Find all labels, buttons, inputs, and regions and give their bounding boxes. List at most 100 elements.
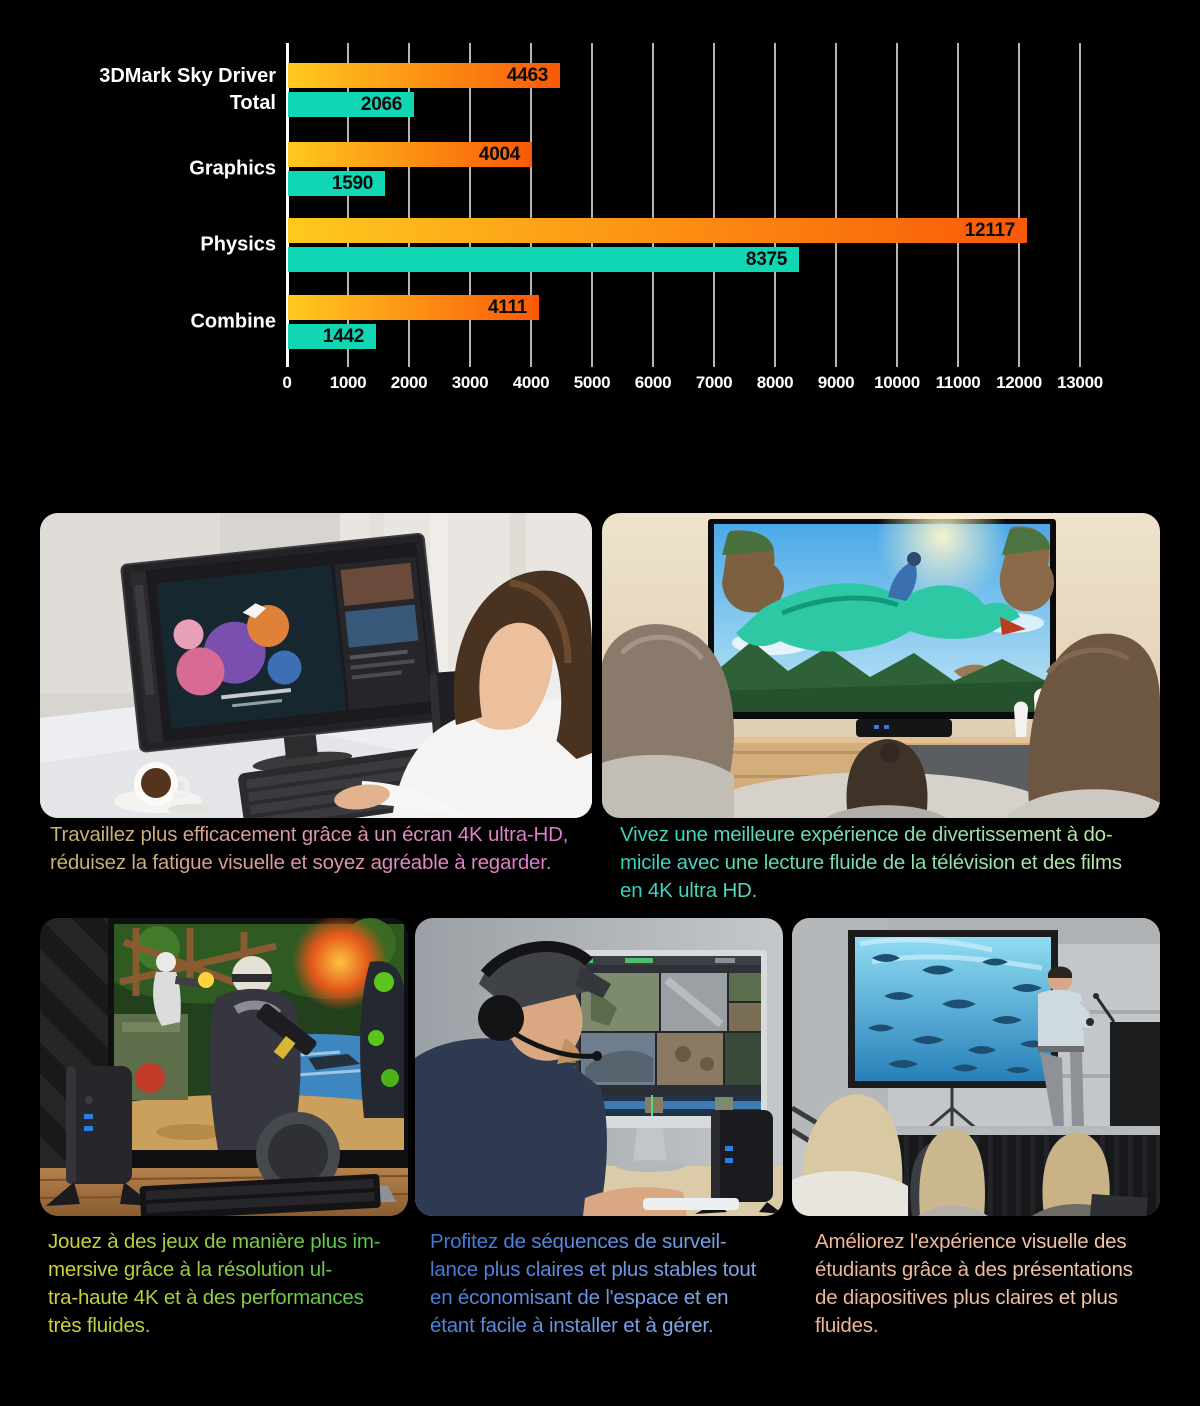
- camera-feeds: [581, 973, 761, 1085]
- surveillance-photo: [415, 918, 783, 1216]
- cap: [479, 946, 593, 1010]
- bridge: [119, 928, 277, 996]
- chart-gridline: [347, 43, 349, 367]
- x-axis-tick-label: 12000: [996, 373, 1042, 392]
- bar-value-label: 1442: [322, 325, 364, 347]
- chart-gridline: [957, 43, 959, 367]
- surveillance-caption: Profitez de séquences de surveil- lance …: [430, 1228, 802, 1340]
- x-axis-tick-label: 1000: [329, 373, 367, 392]
- benchmark-bar-teal: 2066: [288, 92, 414, 117]
- podium: [1093, 993, 1160, 1136]
- clicker: [1086, 1018, 1094, 1026]
- creature-beak: [1000, 617, 1026, 635]
- tv-caption: Vivez une meilleure expérience de divert…: [620, 821, 1180, 905]
- chart-gridline: [1018, 43, 1020, 367]
- projector-screen: [848, 930, 1058, 1144]
- chart-gridline: [835, 43, 837, 367]
- chart-gridline: [591, 43, 593, 367]
- audience: [792, 1094, 1148, 1216]
- category-label: Combine: [190, 310, 276, 333]
- benchmark-bar-orange: 12117: [288, 218, 1027, 243]
- game-character: [209, 956, 317, 1150]
- category-label: Physics: [200, 233, 276, 256]
- desktop-monitor: [120, 532, 444, 771]
- x-axis-tick-label: 6000: [634, 373, 672, 392]
- tv: [708, 513, 1056, 719]
- banshee-creature: [736, 552, 1026, 652]
- category-label: Graphics: [189, 157, 276, 180]
- x-axis-tick-label: 5000: [573, 373, 611, 392]
- mini-pc: [856, 719, 952, 737]
- woman-working: [334, 570, 592, 818]
- work-caption: Travaillez plus efficacement grâce à un …: [50, 821, 625, 877]
- rider: [888, 561, 917, 601]
- x-axis-tick-label: 10000: [874, 373, 920, 392]
- benchmark-bar-teal: 8375: [288, 247, 799, 272]
- fish-school: [868, 954, 1046, 1073]
- bar-value-label: 1590: [331, 172, 373, 194]
- x-axis-tick-label: 2000: [390, 373, 428, 392]
- benchmark-bar-orange: 4111: [288, 295, 539, 320]
- audience-blonde-2: [919, 1128, 985, 1216]
- work-4k-photo: [40, 513, 592, 818]
- gaming-caption: Jouez à des jeux de manière plus im- mer…: [48, 1228, 420, 1340]
- bar-value-label: 2066: [360, 93, 402, 115]
- chart-gridline: [774, 43, 776, 367]
- benchmark-bar-orange: 4004: [288, 142, 532, 167]
- x-axis-tick-label: 9000: [817, 373, 855, 392]
- x-axis-tick-label: 13000: [1057, 373, 1103, 392]
- operator: [415, 941, 739, 1216]
- x-axis-tick-label: 7000: [695, 373, 733, 392]
- x-axis-tick-label: 11000: [935, 373, 981, 392]
- green-character: [360, 961, 404, 1118]
- chart-gridline: [1079, 43, 1081, 367]
- presentation-caption: Améliorez l'expérience visuelle des étud…: [815, 1228, 1175, 1340]
- bar-value-label: 4004: [478, 143, 520, 165]
- gaming-scene-illustration: [40, 918, 408, 1216]
- mic-boom: [513, 1031, 596, 1059]
- tv-4k-photo: [602, 513, 1160, 818]
- mini-pc: [46, 1066, 154, 1206]
- stage-edge: [840, 1126, 1160, 1135]
- gaming-4k-photo: [40, 918, 408, 1216]
- bar-value-label: 12117: [964, 219, 1016, 241]
- headset-earcup: [478, 995, 524, 1041]
- bar-value-label: 4111: [488, 296, 527, 318]
- chart-gridline: [530, 43, 532, 367]
- bar-value-label: 4463: [506, 64, 548, 86]
- white-robot: [153, 952, 214, 1026]
- gaming-monitor: [108, 918, 408, 1168]
- benchmark-bar-chart: 0 1000 2000 3000 4000 5000 6000 7000 8000 9000 100…: [0, 0, 1200, 432]
- benchmark-bar-teal: 1590: [288, 171, 385, 196]
- man-hair: [1028, 633, 1160, 818]
- presentation-photo: [792, 918, 1160, 1216]
- keyboard: [643, 1198, 739, 1210]
- shirt: [1038, 989, 1084, 1051]
- x-axis-tick-label: 0: [282, 373, 292, 392]
- x-axis-tick-label: 3000: [451, 373, 489, 392]
- chart-axis-line: [286, 43, 289, 367]
- bar-value-label: 8375: [745, 248, 787, 270]
- keyboard: [139, 1173, 381, 1216]
- family-watching: [602, 624, 1160, 818]
- child-hair: [846, 739, 928, 818]
- coffee-cup: [114, 762, 212, 814]
- benchmark-bar-orange: 4463: [288, 63, 560, 88]
- headset-band: [480, 941, 593, 978]
- tv-scene-illustration: [602, 513, 1160, 818]
- chart-gridline: [713, 43, 715, 367]
- category-label: 3DMark Sky Driver Total: [99, 65, 276, 114]
- chart-gridline: [469, 43, 471, 367]
- jacket: [415, 1038, 607, 1216]
- benchmark-bar-teal: 1442: [288, 324, 376, 349]
- surveillance-scene-illustration: [415, 918, 783, 1216]
- presentation-scene-illustration: [792, 918, 1160, 1216]
- chart-gridline: [896, 43, 898, 367]
- x-axis-tick-label: 4000: [512, 373, 550, 392]
- work-scene-illustration: [40, 513, 592, 818]
- explosion: [292, 918, 388, 1010]
- chart-gridline: [408, 43, 410, 367]
- x-axis-tick-label: 8000: [756, 373, 794, 392]
- chart-gridline: [652, 43, 654, 367]
